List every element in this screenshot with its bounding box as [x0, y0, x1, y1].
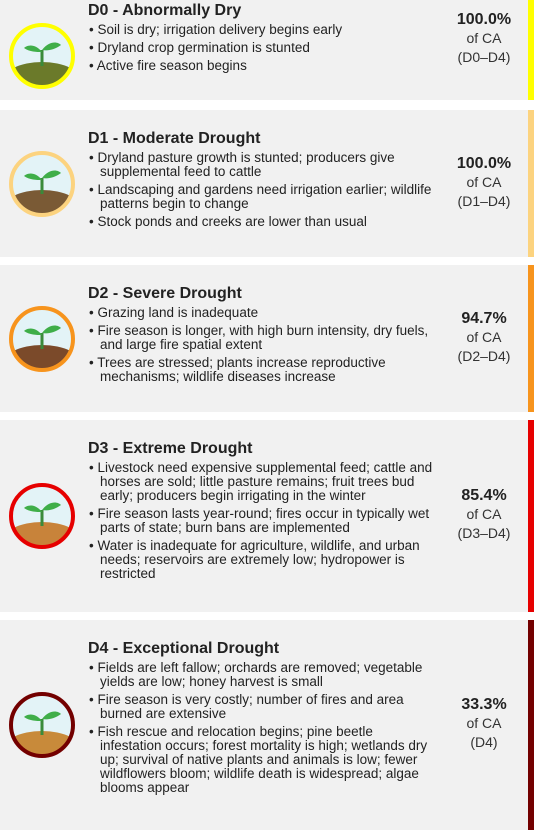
- coverage-range: (D2–D4): [436, 347, 532, 366]
- level-title: D4 - Exceptional Drought: [88, 640, 433, 658]
- coverage-range: (D3–D4): [436, 524, 532, 543]
- impact-bullet: • Active fire season begins: [100, 59, 433, 73]
- coverage-range: (D1–D4): [436, 192, 532, 211]
- coverage-range: (D0–D4): [436, 48, 532, 67]
- impact-bullet: • Dryland pasture growth is stunted; pro…: [100, 151, 433, 179]
- drought-icon: [6, 689, 78, 761]
- drought-icon: [6, 303, 78, 375]
- level-panel: D4 - Exceptional Drought • Fields are lef…: [0, 620, 534, 830]
- coverage-percent: 94.7%: [436, 309, 532, 328]
- drought-icon: [6, 20, 78, 92]
- level-text: D3 - Extreme Drought • Livestock need exp…: [88, 440, 433, 585]
- impact-bullet: • Landscaping and gardens need irrigatio…: [100, 183, 433, 211]
- coverage: 85.4%of CA(D3–D4): [436, 486, 532, 543]
- coverage: 33.3%of CA(D4): [436, 695, 532, 752]
- coverage-of: of CA: [436, 505, 532, 524]
- level-title: D3 - Extreme Drought: [88, 440, 433, 458]
- level-panel: D0 - Abnormally Dry • Soil is dry; irriga…: [0, 0, 534, 100]
- impact-bullet: • Trees are stressed; plants increase re…: [100, 356, 433, 384]
- coverage-percent: 85.4%: [436, 486, 532, 505]
- impact-bullet: • Fields are left fallow; orchards are r…: [100, 661, 433, 689]
- level-panel: D3 - Extreme Drought • Livestock need exp…: [0, 420, 534, 612]
- coverage-range: (D4): [436, 733, 532, 752]
- impact-bullet: • Fire season is very costly; number of …: [100, 693, 433, 721]
- page: D0 - Abnormally Dry • Soil is dry; irriga…: [0, 0, 534, 822]
- level-title: D0 - Abnormally Dry: [88, 2, 433, 20]
- level-panel: D2 - Severe Drought • Grazing land is ina…: [0, 265, 534, 412]
- coverage-percent: 100.0%: [436, 154, 532, 173]
- coverage: 100.0%of CA(D1–D4): [436, 154, 532, 211]
- impact-bullet: • Water is inadequate for agriculture, w…: [100, 539, 433, 581]
- drought-icon: [6, 480, 78, 552]
- level-title: D1 - Moderate Drought: [88, 130, 433, 148]
- level-text: D0 - Abnormally Dry • Soil is dry; irriga…: [88, 2, 433, 77]
- drought-icon: [6, 148, 78, 220]
- impact-bullet: • Fish rescue and relocation begins; pin…: [100, 725, 433, 795]
- level-text: D2 - Severe Drought • Grazing land is ina…: [88, 285, 433, 388]
- coverage-percent: 33.3%: [436, 695, 532, 714]
- impact-bullet: • Dryland crop germination is stunted: [100, 41, 433, 55]
- coverage-percent: 100.0%: [436, 10, 532, 29]
- level-text: D1 - Moderate Drought • Dryland pasture g…: [88, 130, 433, 233]
- coverage-of: of CA: [436, 328, 532, 347]
- coverage-of: of CA: [436, 173, 532, 192]
- coverage-of: of CA: [436, 29, 532, 48]
- level-text: D4 - Exceptional Drought • Fields are lef…: [88, 640, 433, 799]
- level-panel: D1 - Moderate Drought • Dryland pasture g…: [0, 110, 534, 257]
- coverage: 100.0%of CA(D0–D4): [436, 10, 532, 67]
- impact-bullet: • Fire season lasts year-round; fires oc…: [100, 507, 433, 535]
- impact-bullet: • Fire season is longer, with high burn …: [100, 324, 433, 352]
- coverage-of: of CA: [436, 714, 532, 733]
- impact-bullet: • Stock ponds and creeks are lower than …: [100, 215, 433, 229]
- impact-bullet: • Soil is dry; irrigation delivery begin…: [100, 23, 433, 37]
- impact-bullet: • Livestock need expensive supplemental …: [100, 461, 433, 503]
- level-title: D2 - Severe Drought: [88, 285, 433, 303]
- coverage: 94.7%of CA(D2–D4): [436, 309, 532, 366]
- impact-bullet: • Grazing land is inadequate: [100, 306, 433, 320]
